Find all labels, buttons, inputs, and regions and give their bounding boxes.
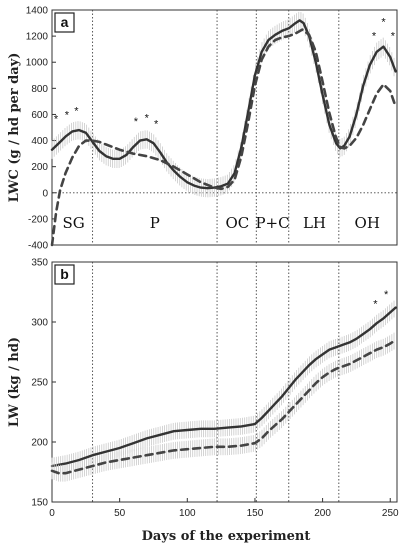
plot-frame [51, 9, 398, 246]
period-label: P+C [255, 214, 289, 232]
y-tick-label: 1400 [26, 6, 49, 17]
x-tick-label: 150 [247, 508, 264, 519]
y-axis-label: LWC (g / hd per day) [7, 53, 22, 203]
period-label: SG [63, 214, 85, 232]
y-tick-label: 400 [31, 136, 48, 147]
period-label: OH [355, 214, 380, 232]
panel-a: -400 -200 0 200 400 600 800 1000 1200 1400 LWC (g … [7, 6, 398, 252]
x-tick-label: 250 [382, 508, 399, 519]
x-tick-label: 100 [179, 508, 196, 519]
series-line-solid [50, 306, 397, 468]
series-line-dashed [50, 338, 397, 475]
period-label: P [150, 214, 160, 232]
significance-star: * [381, 17, 386, 29]
panel-label: a [61, 14, 69, 30]
series-error-bars-solid [51, 11, 395, 198]
y-tick-label: 200 [31, 162, 48, 173]
significance-star: * [54, 113, 59, 125]
period-label: OC [225, 214, 249, 232]
y-tick-label: 350 [31, 258, 48, 269]
significance-star: * [74, 105, 79, 117]
panel-label: b [60, 266, 69, 282]
series-line-dashed [50, 28, 397, 247]
x-tick-label: 50 [114, 508, 126, 519]
panel-label-box [54, 12, 75, 33]
significance-star: * [373, 299, 378, 311]
y-tick-label: 1200 [26, 32, 49, 43]
x-tick-label: 200 [314, 508, 331, 519]
series-error-bars-dashed [51, 332, 395, 482]
y-tick-label: 200 [31, 438, 48, 449]
y-tick-label: 300 [31, 318, 48, 329]
significance-star: * [391, 30, 396, 42]
x-tick-label: 0 [49, 508, 55, 519]
y-tick-label: -200 [28, 214, 48, 225]
y-tick-label: 250 [31, 378, 48, 389]
series-line-solid [50, 19, 397, 190]
panel-b: 150 200 250 300 350 0 50 100 150 200 250 LW (kg / h… [7, 258, 399, 520]
significance-star: * [384, 289, 389, 301]
y-tick-label: 800 [31, 84, 48, 95]
significance-star: * [145, 113, 150, 125]
y-tick-label: 150 [31, 498, 48, 509]
y-tick-label: -400 [28, 241, 48, 252]
y-tick-label: 1000 [26, 58, 49, 69]
period-label: LH [303, 214, 326, 232]
x-axis-label: Days of the experiment [142, 529, 311, 544]
significance-star: * [154, 119, 159, 131]
y-axis-label: LW (kg / hd) [7, 337, 22, 427]
panel-label-box [54, 264, 75, 285]
significance-star: * [372, 30, 377, 42]
significance-star: * [65, 109, 70, 121]
y-tick-label: 600 [31, 110, 48, 121]
significance-star: * [134, 116, 139, 128]
y-tick-label: 0 [42, 188, 48, 199]
